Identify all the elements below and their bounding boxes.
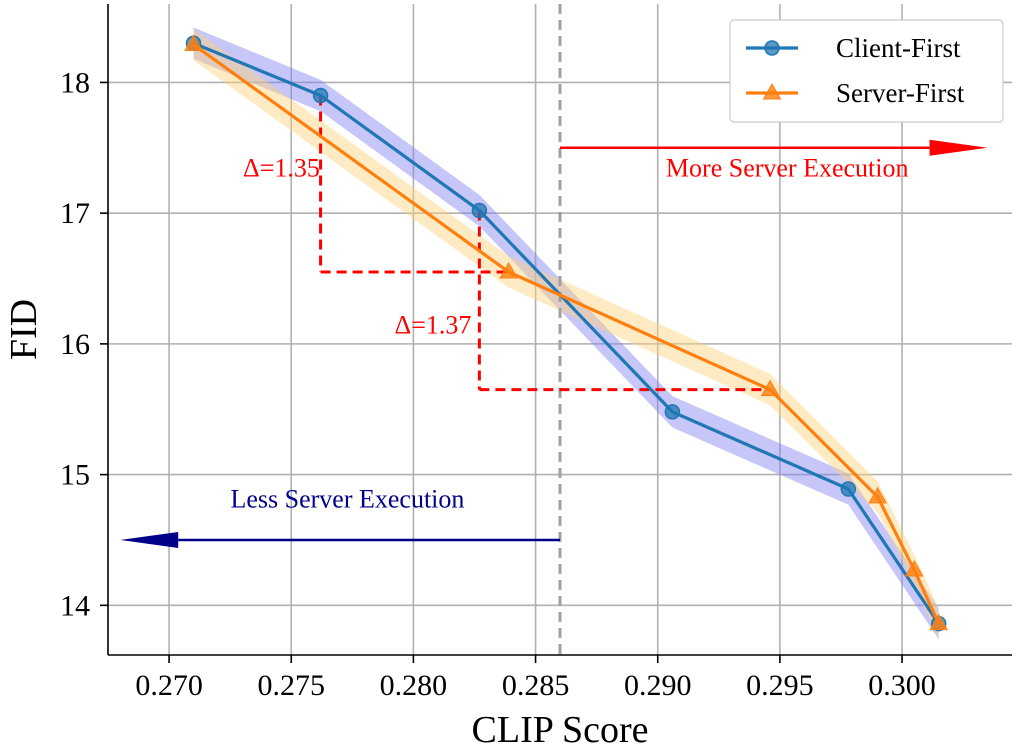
x-tick-label-6: 0.300 [868, 669, 936, 702]
legend-marker-client-first [764, 40, 780, 56]
axis-ticks: 0.270 0.275 0.280 0.285 0.290 0.295 0.300 14 15 1… [60, 66, 936, 702]
point-server-first-5 [929, 613, 949, 631]
y-tick-label-4: 18 [60, 66, 90, 99]
band-client-first [193, 27, 939, 640]
point-server-first-4 [904, 560, 924, 577]
confidence-bands [193, 27, 939, 640]
series-lines [184, 34, 949, 632]
x-tick-label-3: 0.285 [502, 669, 570, 702]
x-axis-label: CLIP Score [472, 709, 649, 750]
x-tick-label-5: 0.295 [746, 669, 814, 702]
point-server-first-1 [499, 261, 519, 279]
y-tick-label-1: 15 [60, 459, 90, 492]
less-server-arrow-head [120, 531, 179, 548]
series-line-server-first [192, 43, 941, 625]
point-server-first-3 [868, 486, 887, 504]
point-client-first-1 [312, 87, 329, 104]
point-client-first-2 [471, 202, 488, 219]
x-tick-label-4: 0.290 [624, 669, 692, 702]
plot-frame [107, 4, 1012, 656]
point-server-first-2 [760, 379, 780, 397]
delta-1-label: Δ=1.35 [243, 154, 320, 183]
x-tick-label-2: 0.280 [380, 669, 448, 702]
legend-marker-server-first [762, 82, 782, 100]
y-axis-label: FID [3, 299, 45, 360]
legend-label-server-first: Server-First [836, 78, 965, 108]
band-server-first [193, 28, 939, 640]
more-server-arrow-head [929, 139, 988, 156]
legend-box [729, 19, 1004, 123]
legend: Client-First Server-First [729, 19, 1004, 123]
series-line-client-first [192, 41, 941, 625]
more-server-execution-label: More Server Execution [666, 154, 909, 183]
less-server-execution-label: Less Server Execution [230, 484, 464, 513]
annotation-lines [120, 4, 988, 655]
legend-label-client-first: Client-First [836, 33, 961, 63]
y-tick-label-3: 17 [60, 197, 90, 230]
y-tick-label-2: 16 [60, 328, 90, 361]
y-tick-label-0: 14 [60, 589, 90, 622]
x-tick-label-0: 0.270 [135, 669, 203, 702]
point-client-first-3 [664, 404, 681, 420]
point-client-first-4 [840, 481, 857, 497]
annotation-labels: Δ=1.35 Δ=1.37 More Server Execution Less… [230, 154, 908, 514]
point-server-first-0 [184, 34, 203, 52]
x-tick-label-1: 0.275 [257, 669, 325, 702]
delta-2-label: Δ=1.37 [395, 310, 472, 339]
